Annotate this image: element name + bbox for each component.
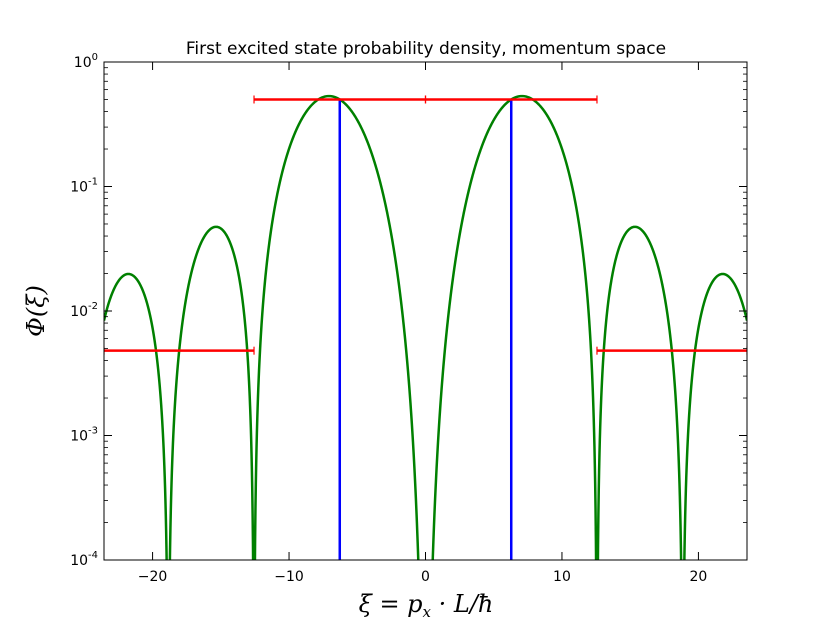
y-axis-label: Φ(ξ) <box>22 285 50 337</box>
plot-frame <box>103 61 748 561</box>
x-tick-label: −10 <box>274 569 304 585</box>
x-tick-label: 10 <box>553 569 571 585</box>
x-tick-label: 0 <box>421 569 430 585</box>
y-tick-label: 10-1 <box>70 177 98 196</box>
chart-title: First excited state probability density,… <box>186 39 666 59</box>
x-tick-label: −20 <box>138 569 168 585</box>
x-axis-label: ξ = px · L/ħ <box>359 590 494 621</box>
y-tick-label: 10-4 <box>70 550 98 569</box>
y-tick-label: 100 <box>74 52 98 71</box>
y-tick-label: 10-2 <box>70 301 98 320</box>
density-curve <box>104 94 747 560</box>
x-tick-label: 20 <box>690 569 708 585</box>
y-tick-label: 10-3 <box>70 426 98 445</box>
